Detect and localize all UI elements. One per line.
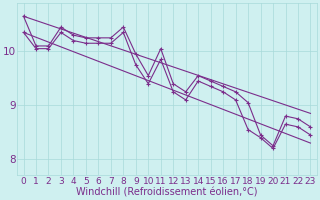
X-axis label: Windchill (Refroidissement éolien,°C): Windchill (Refroidissement éolien,°C) (76, 187, 258, 197)
